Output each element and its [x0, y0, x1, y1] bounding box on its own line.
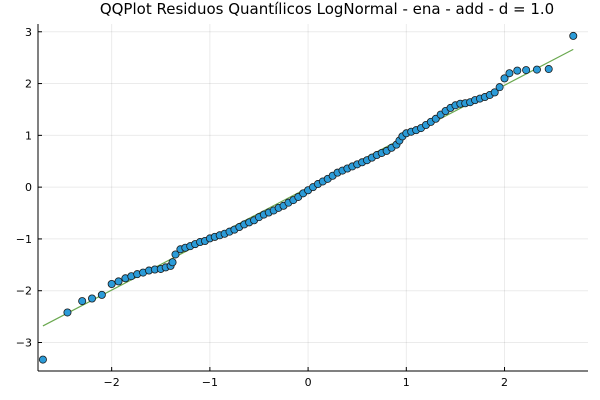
- data-point: [495, 83, 504, 92]
- data-point: [38, 355, 47, 364]
- data-point: [171, 250, 180, 259]
- data-point: [569, 31, 578, 40]
- y-tick-label: 3: [25, 26, 32, 39]
- axis-layer: −2 −1 0 1 2 −3 −2 −1 0 1 2 3: [16, 24, 588, 389]
- data-point: [513, 66, 522, 75]
- y-tick-label: −3: [16, 337, 32, 350]
- y-tick-label: 1: [25, 129, 32, 142]
- x-tick-label: 0: [305, 376, 312, 389]
- x-tick-label: −2: [104, 376, 120, 389]
- x-tick-label: 1: [403, 376, 410, 389]
- data-point: [114, 277, 123, 286]
- data-point: [78, 297, 87, 306]
- data-point: [544, 65, 553, 74]
- y-tick-label: −2: [16, 285, 32, 298]
- chart-title: QQPlot Residuos Quantílicos LogNormal - …: [100, 0, 554, 18]
- data-point: [168, 258, 177, 267]
- x-tick-label: 2: [501, 376, 508, 389]
- data-point: [107, 279, 116, 288]
- data-point: [88, 294, 97, 303]
- data-points-layer: [38, 31, 578, 364]
- data-point: [505, 69, 514, 78]
- data-point: [490, 88, 499, 97]
- data-point: [532, 65, 541, 74]
- x-tick-label: −1: [202, 376, 218, 389]
- data-point: [522, 66, 531, 75]
- y-tick-label: 2: [25, 78, 32, 91]
- data-point: [97, 290, 106, 299]
- y-tick-label: −1: [16, 233, 32, 246]
- y-tick-label: 0: [25, 181, 32, 194]
- data-point: [500, 74, 509, 83]
- data-point: [63, 308, 72, 317]
